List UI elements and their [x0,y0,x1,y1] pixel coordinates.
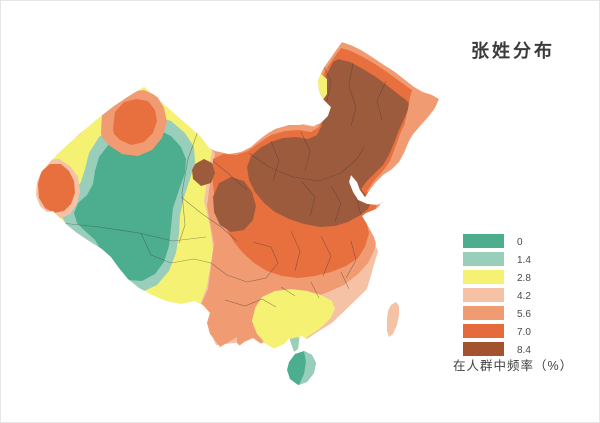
region-west-teal-core [74,129,186,281]
legend-value-label: 7.0 [517,327,531,338]
legend-value-label: 0 [517,237,523,248]
region-taiwan-peach [387,302,399,337]
region-north-xinjiang-orange-core [113,99,157,145]
region-west-border-orange-core [38,164,75,213]
region-hainan-light-teal-east [299,351,316,385]
region-gansu-brown-blob [192,159,215,186]
province-borders [60,60,387,308]
page-title: 张姓分布 [471,40,555,61]
legend-swatch [463,234,504,248]
legend-swatch [463,342,504,356]
legend-value-label: 2.8 [517,273,531,284]
legend: 0 1.4 2.8 4.2 5.6 7.0 8.4 在人群中频率（%） [453,234,573,373]
legend-value-label: 5.6 [517,309,531,320]
legend-value-label: 1.4 [517,255,531,266]
legend-swatch [463,270,504,284]
region-northeast-brown [247,59,410,227]
legend-swatch [463,288,504,302]
legend-swatch [463,252,504,266]
legend-swatch [463,306,504,320]
legend-caption: 在人群中频率（%） [453,358,573,373]
legend-value-label: 8.4 [517,345,531,356]
legend-swatch [463,324,504,338]
region-ningxia-brown-blob [213,177,256,232]
region-east-tip-salmon [403,88,439,144]
legend-value-label: 4.2 [517,291,531,302]
islands [287,302,399,385]
china-map-regions [36,42,439,353]
